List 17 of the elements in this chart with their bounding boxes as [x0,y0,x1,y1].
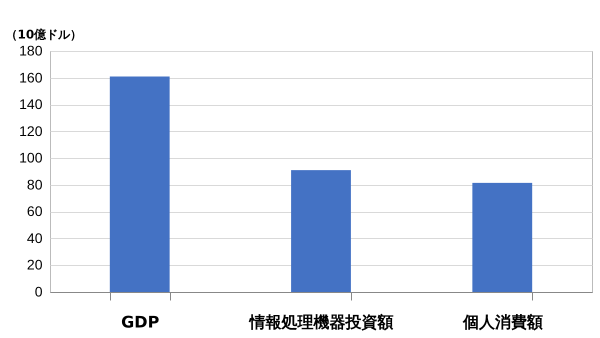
y-tick-label: 100 [19,150,43,166]
y-tick-label: 0 [34,284,43,300]
x-tick-label: 情報処理機器投資額 [248,312,394,332]
y-tick-label: 140 [19,96,43,112]
bar [472,182,532,292]
y-tick-label: 40 [26,230,43,246]
y-tick-label: 160 [19,69,43,86]
y-tick-label: 60 [26,203,43,220]
y-tick-label: 120 [19,122,43,139]
y-axis-title: （10億ドル） [6,28,82,42]
x-tick-label: 個人消費額 [462,312,543,332]
y-tick-label: 80 [26,176,43,192]
bar [291,170,351,292]
bar [110,76,170,292]
y-tick-label: 180 [19,42,43,58]
y-tick-label: 20 [26,256,43,273]
x-tick-label: GDP [121,312,160,332]
